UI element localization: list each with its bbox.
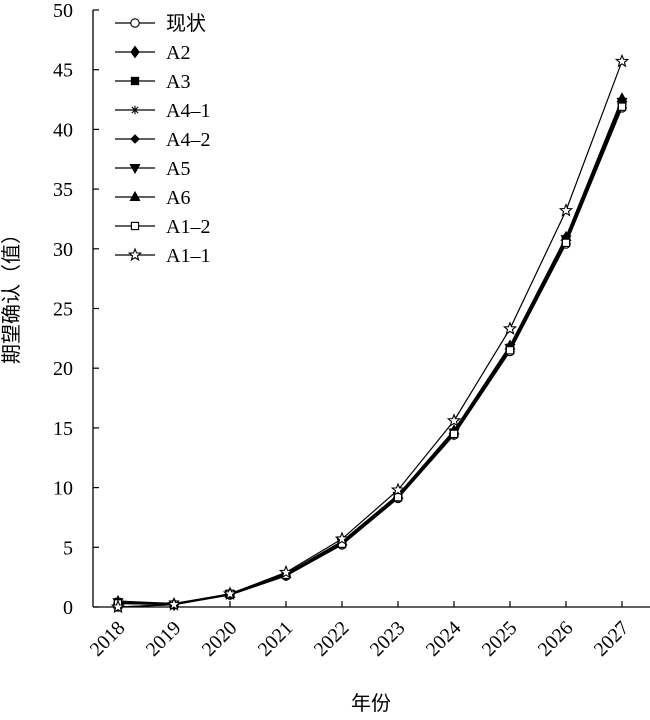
- x-tick-label: 2027: [590, 617, 634, 661]
- y-tick-label: 40: [53, 119, 73, 141]
- series-line: [117, 104, 623, 606]
- legend-label: A5: [166, 158, 190, 180]
- x-tick-label: 2022: [310, 617, 354, 661]
- x-tick-label: 2026: [534, 617, 578, 661]
- legend-item: A4–2: [115, 129, 210, 151]
- x-tick-label: 2024: [422, 617, 466, 661]
- legend-marker: [130, 221, 140, 231]
- x-axis-title: 年份: [351, 691, 391, 715]
- data-point: [393, 493, 403, 502]
- chart-legend: 现状 A2 A3 A4–1 A4–2 A5 A6 A1–2 A1–1: [115, 11, 210, 267]
- legend-item: 现状: [115, 11, 206, 35]
- legend-marker: [130, 45, 140, 59]
- legend-item: A2: [115, 42, 190, 64]
- data-point: [166, 597, 182, 611]
- data-point: [278, 564, 294, 579]
- series-3: [113, 96, 627, 609]
- legend-label: A6: [166, 187, 190, 209]
- x-tick-label: 2023: [366, 617, 410, 661]
- y-tick-label: 30: [53, 239, 73, 261]
- y-tick-label: 35: [53, 179, 73, 201]
- x-tick-label: 2025: [478, 617, 522, 661]
- series-1: [113, 96, 627, 612]
- series-7: [113, 102, 627, 609]
- y-tick-label: 45: [53, 60, 73, 82]
- series-2: [113, 101, 627, 609]
- y-tick-label: 15: [53, 418, 73, 440]
- data-point: [558, 203, 574, 217]
- series-line: [117, 100, 623, 606]
- y-tick-label: 20: [53, 358, 73, 380]
- series-4: [113, 99, 627, 610]
- legend-label: A3: [166, 71, 190, 93]
- legend-marker: [130, 76, 140, 86]
- legend-item: A6: [115, 187, 190, 209]
- series-line: [117, 102, 623, 606]
- y-axis-title: 期望确认（值）: [0, 224, 23, 364]
- series-line: [117, 101, 623, 606]
- x-tick-label: 2018: [86, 617, 130, 661]
- y-tick-label: 10: [53, 478, 73, 500]
- legend-label: A1–1: [166, 245, 210, 267]
- data-point: [561, 238, 571, 247]
- legend-label: A4–2: [166, 129, 210, 151]
- y-tick-label: 25: [53, 299, 73, 321]
- series-0: [113, 103, 627, 612]
- chart-series-layer: [110, 53, 630, 614]
- x-tick-label: 2019: [142, 617, 186, 661]
- series-line: [117, 61, 623, 608]
- data-point: [449, 429, 459, 439]
- legend-item: A1–2: [115, 216, 210, 238]
- legend-label: A1–2: [166, 216, 210, 238]
- x-tick-label: 2021: [254, 617, 298, 661]
- legend-item: A5: [115, 158, 190, 180]
- series-line: [117, 107, 623, 608]
- data-point: [614, 53, 630, 68]
- legend-marker: [127, 247, 143, 262]
- legend-item: A4–1: [115, 100, 210, 122]
- legend-item: A3: [115, 71, 190, 93]
- y-tick-label: 50: [53, 0, 73, 22]
- data-point: [222, 586, 238, 600]
- data-point: [446, 413, 462, 427]
- legend-label: 现状: [166, 11, 206, 35]
- legend-marker: [130, 18, 140, 28]
- data-point: [502, 321, 518, 335]
- legend-label: A2: [166, 42, 190, 64]
- y-tick-label: 0: [63, 597, 73, 619]
- legend-item: A1–1: [115, 245, 210, 267]
- series-line: [117, 106, 623, 606]
- legend-marker: [129, 163, 141, 175]
- legend-marker: [129, 190, 141, 202]
- data-point: [505, 346, 515, 355]
- legend-marker: [130, 105, 140, 115]
- data-point: [616, 92, 628, 103]
- data-point: [390, 482, 406, 497]
- data-point: [110, 599, 126, 614]
- series-line: [117, 98, 623, 605]
- y-tick-label: 5: [63, 537, 73, 559]
- legend-label: A4–1: [166, 100, 210, 122]
- x-tick-label: 2020: [198, 617, 242, 661]
- series-8: [110, 53, 630, 614]
- legend-marker: [130, 134, 140, 144]
- data-point: [334, 531, 350, 546]
- data-point: [617, 102, 627, 111]
- series-line: [117, 105, 623, 606]
